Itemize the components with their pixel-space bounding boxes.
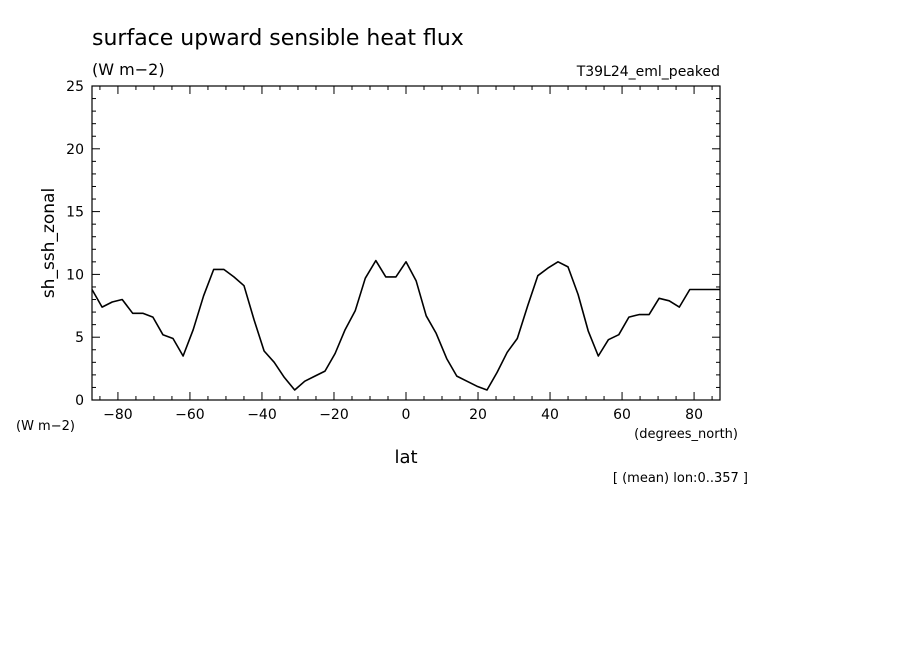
plot-area — [91, 85, 721, 401]
y-tick-label: 5 — [75, 330, 84, 346]
plot-frame — [91, 85, 721, 401]
y-tick-label: 0 — [75, 393, 84, 409]
experiment-label: T39L24_eml_peaked — [576, 64, 720, 80]
x-tick-label: −80 — [103, 407, 133, 423]
x-axis-label: lat — [394, 447, 417, 468]
y-axis-units: (W m−2) — [16, 419, 75, 434]
y-axis-label: sh_ssh_zonal — [39, 188, 59, 298]
axis-ticks: −80 −60 −40 −20 0 20 40 60 80 0 5 10 15 20 25 — [66, 79, 720, 423]
y-tick-label: 25 — [66, 79, 84, 95]
x-tick-label: −20 — [319, 407, 349, 423]
chart-title: surface upward sensible heat flux — [92, 26, 464, 51]
x-tick-label: 60 — [613, 407, 631, 423]
footnote: [ (mean) lon:0..357 ] — [613, 471, 748, 486]
x-tick-label: 0 — [402, 407, 411, 423]
x-tick-label: 40 — [541, 407, 559, 423]
x-tick-label: −40 — [247, 407, 277, 423]
y-tick-label: 10 — [66, 267, 84, 283]
x-tick-label: −60 — [175, 407, 205, 423]
x-axis-units: (degrees_north) — [634, 427, 738, 442]
x-tick-label: 20 — [469, 407, 487, 423]
series-line — [91, 259, 720, 391]
title-units: (W m−2) — [92, 60, 165, 79]
y-tick-label: 20 — [66, 142, 84, 158]
y-tick-label: 15 — [66, 205, 84, 221]
x-tick-label: 80 — [685, 407, 703, 423]
